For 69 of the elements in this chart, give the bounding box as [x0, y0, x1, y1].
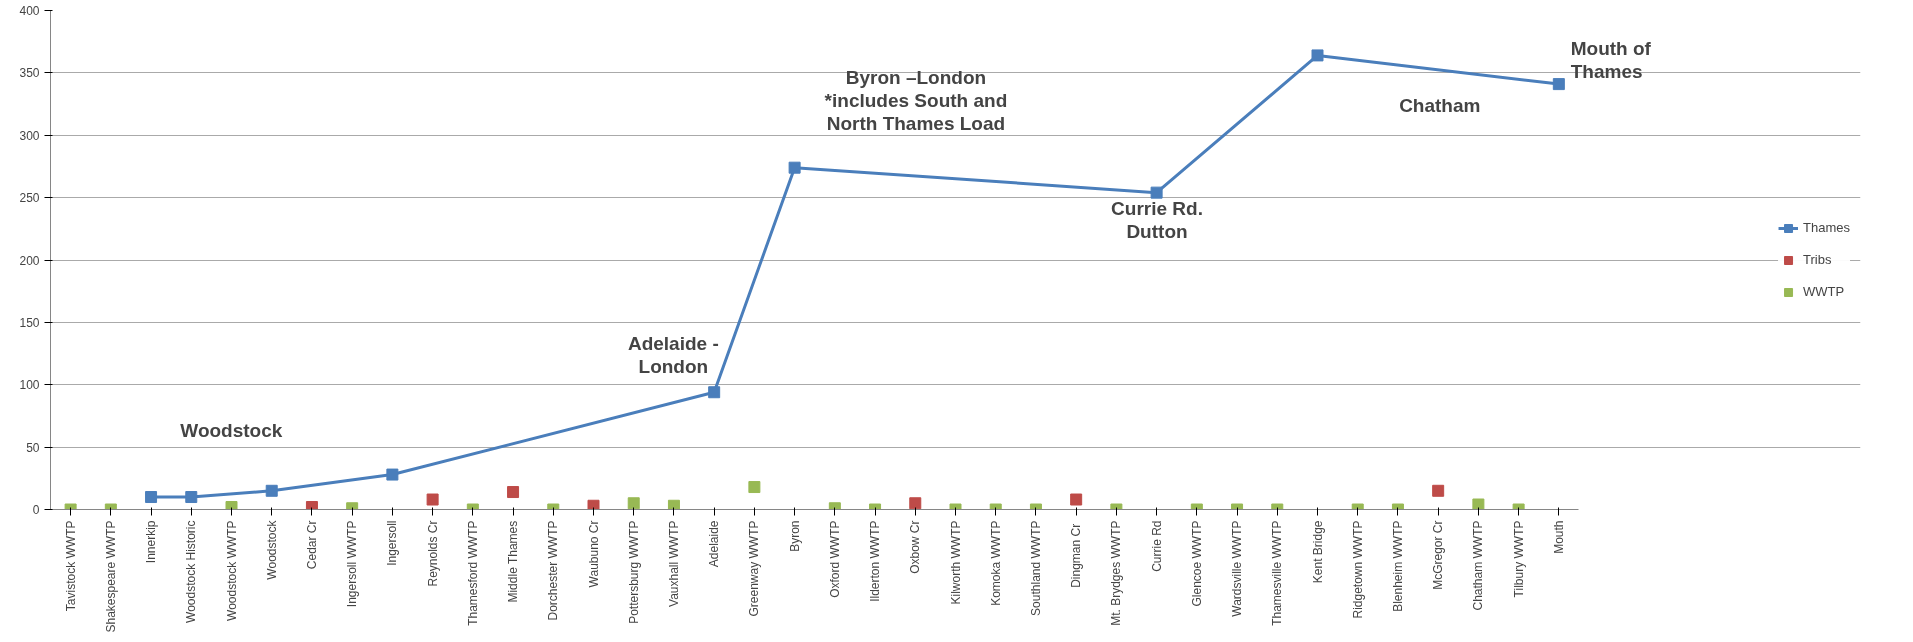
point: [1311, 49, 1324, 62]
point: [1150, 186, 1163, 199]
point: [386, 468, 399, 481]
y-tick-label: 100: [19, 378, 40, 393]
x-tick-label: Oxford WWTP: [827, 520, 842, 598]
x-tick-label: Middle Thames: [506, 520, 521, 603]
y-tick-label: 0: [32, 503, 40, 517]
x-tick-label: Ridgetown WWTP: [1350, 520, 1365, 619]
x-tick-label: Kent Bridge: [1310, 520, 1325, 584]
x-tick-label: Southland WWTP: [1028, 520, 1043, 616]
annotation: Byron –London *includes South and North Thames Load: [824, 66, 1008, 134]
x-tick-label: Thamesford WWTP: [465, 520, 480, 626]
x-tick-label: Shakespeare WWTP: [103, 520, 118, 633]
point: [265, 484, 278, 497]
y-tick-label: 350: [19, 66, 40, 81]
x-tick-label: Vauxhall WWTP: [666, 520, 681, 607]
x-tick-label: Woodstock WWTP: [224, 520, 239, 621]
point: [587, 499, 600, 510]
point: [1432, 484, 1445, 497]
x-tick-label: Dorchester WWTP: [546, 520, 561, 621]
x-tick-label: Tavistock WWTP: [63, 520, 78, 612]
legend-label: WWTP: [1803, 284, 1845, 299]
point: [667, 499, 680, 510]
x-tick-label: McGregor Cr: [1431, 520, 1446, 590]
y-tick-label: 400: [19, 4, 40, 18]
x-tick-label: Byron: [787, 520, 802, 552]
y-tick-label: 150: [19, 315, 40, 330]
point: [1070, 493, 1083, 506]
x-tick-label: Glencoe WWTP: [1189, 520, 1204, 607]
annotation: Adelaide - London: [627, 332, 719, 377]
x-tick-label: Greenway WWTP: [747, 520, 762, 617]
x-tick-label: Ilderton WWTP: [868, 520, 883, 602]
annotation: Mouth of Thames: [1570, 38, 1652, 83]
y-tick-label: 300: [19, 128, 40, 143]
annotation: Chatham: [1399, 94, 1481, 116]
x-tick-label: Currie Rd: [1149, 520, 1164, 572]
x-tick-label: Waubuno Cr: [586, 520, 601, 588]
x-tick-label: Reynolds Cr: [425, 520, 440, 587]
point: [1472, 498, 1485, 510]
x-tick-label: Dingman Cr: [1069, 523, 1084, 588]
x-tick-label: Komoka WWTP: [988, 520, 1003, 606]
x-tick-label: Kilworth WWTP: [948, 520, 963, 605]
x-tick-label: Woodstock Historic: [184, 520, 199, 623]
x-tick-label: Wardsville WWTP: [1230, 520, 1245, 617]
x-tick-label: Blenheim WWTP: [1390, 520, 1405, 612]
y-tick-label: 50: [26, 440, 40, 455]
point: [788, 161, 801, 174]
x-tick-label: Chatham WWTP: [1471, 520, 1486, 611]
x-tick-label: Cedar Cr: [304, 520, 319, 570]
x-tick-label: Adelaide: [707, 520, 722, 568]
point: [426, 493, 439, 506]
x-tick-label: Tilbury WWTP: [1511, 520, 1526, 598]
x-tick-label: Thamesville WWTP: [1270, 520, 1285, 626]
x-tick-label: Innerkip: [144, 520, 159, 564]
y-tick-label: 250: [19, 191, 40, 206]
annotation: Woodstock: [180, 420, 283, 442]
x-tick-label: Ingersoll: [385, 520, 400, 566]
y-tick-label: 200: [19, 253, 40, 268]
x-tick-label: Oxbow Cr: [908, 520, 923, 574]
x-tick-label: Ingersoll WWTP: [345, 520, 360, 608]
point: [708, 386, 721, 399]
legend-label: Thames: [1803, 220, 1850, 235]
x-tick-label: Pottersburg WWTP: [626, 520, 641, 624]
annotation: Currie Rd. Dutton: [1111, 198, 1203, 243]
x-tick-label: Mt. Brydges WWTP: [1109, 520, 1124, 626]
point: [1552, 78, 1565, 91]
x-tick-label: Woodstock: [264, 519, 279, 580]
legend-label: Tribs: [1803, 252, 1832, 267]
x-tick-label: Mouth: [1551, 520, 1566, 554]
